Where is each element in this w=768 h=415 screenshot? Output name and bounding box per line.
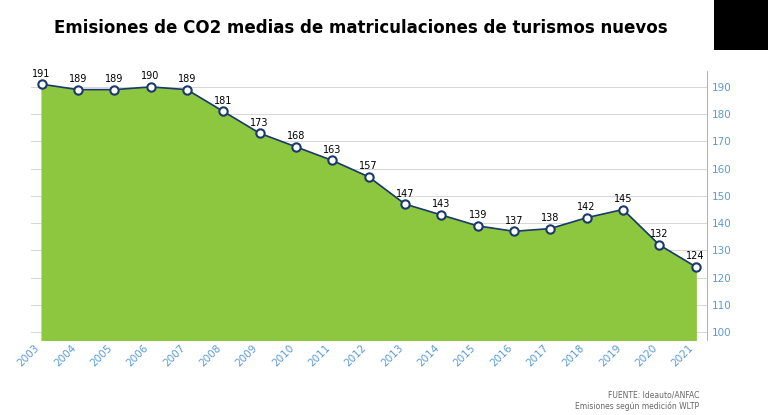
- Text: 142: 142: [578, 202, 596, 212]
- Text: 190: 190: [141, 71, 160, 81]
- Text: 139: 139: [468, 210, 487, 220]
- Text: 138: 138: [541, 213, 560, 223]
- Text: 132: 132: [650, 229, 669, 239]
- Text: 124: 124: [687, 251, 705, 261]
- Text: 181: 181: [214, 96, 233, 106]
- Text: 191: 191: [32, 68, 51, 78]
- Text: Emisiones de CO2 medias de matriculaciones de turismos nuevos: Emisiones de CO2 medias de matriculacion…: [55, 19, 667, 37]
- Text: 168: 168: [286, 131, 305, 141]
- Text: 189: 189: [69, 74, 87, 84]
- Text: 147: 147: [396, 188, 414, 198]
- Text: 163: 163: [323, 145, 342, 155]
- Text: 145: 145: [614, 194, 632, 204]
- Text: 143: 143: [432, 199, 451, 210]
- Text: FUENTE: Ideauto/ANFAC
Emisiones según medición WLTP: FUENTE: Ideauto/ANFAC Emisiones según me…: [574, 391, 699, 411]
- Text: 189: 189: [177, 74, 196, 84]
- Text: 189: 189: [105, 74, 124, 84]
- Text: 173: 173: [250, 118, 269, 128]
- Text: 157: 157: [359, 161, 378, 171]
- Text: 137: 137: [505, 216, 523, 226]
